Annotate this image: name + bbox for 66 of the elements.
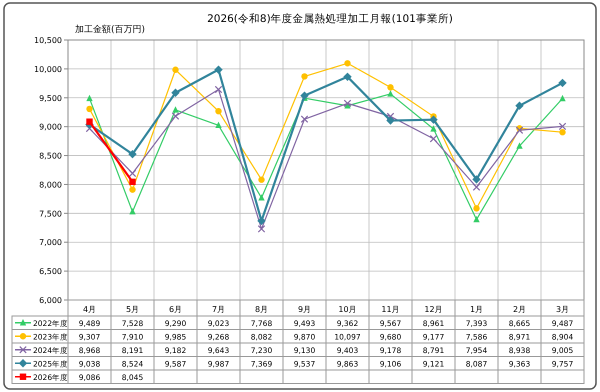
- point: [386, 116, 395, 125]
- chart-title: 2026(令和8)年度金属熱処理加工月報(101事業所): [207, 12, 453, 25]
- point: [215, 108, 222, 114]
- x-tick-label: 1月: [470, 305, 484, 314]
- point: [128, 150, 137, 158]
- point: [300, 115, 308, 123]
- x-tick-label: 9月: [298, 305, 312, 314]
- point: [86, 94, 93, 102]
- y-tick-label: 8,500: [39, 152, 62, 161]
- y-tick-label: 10,500: [34, 36, 62, 45]
- point: [559, 129, 566, 136]
- point: [301, 73, 308, 80]
- point: [430, 125, 437, 132]
- y-tick-label: 9,000: [39, 122, 62, 132]
- point: [558, 122, 566, 130]
- x-tick-label: 11月: [381, 305, 400, 314]
- point: [129, 208, 136, 214]
- point: [257, 216, 266, 226]
- x-tick-label: 8月: [254, 305, 268, 314]
- point: [258, 176, 265, 183]
- point: [171, 88, 180, 97]
- x-tick-label: 2月: [512, 305, 526, 314]
- point: [129, 178, 136, 186]
- point: [429, 115, 438, 124]
- x-tick-label: 12月: [424, 305, 443, 314]
- y-tick-label: 7,000: [39, 238, 62, 248]
- point: [172, 66, 179, 73]
- point: [300, 91, 309, 100]
- point: [387, 90, 394, 97]
- point: [343, 72, 352, 82]
- y-tick-label: 10,000: [34, 64, 62, 74]
- y-tick-label: 8,000: [39, 180, 62, 190]
- y-tick-label: 9,500: [39, 94, 62, 103]
- point: [86, 118, 93, 125]
- point: [128, 170, 136, 178]
- y-tick-label: 6,500: [39, 267, 62, 276]
- point: [472, 183, 480, 191]
- point: [344, 100, 352, 108]
- point: [473, 205, 480, 212]
- point: [214, 65, 223, 74]
- point: [86, 106, 93, 112]
- point: [515, 101, 524, 110]
- x-tick-label: 3月: [556, 305, 570, 314]
- point: [172, 112, 180, 120]
- point: [86, 124, 94, 132]
- y-axis-title: 加工金額(百万円): [75, 24, 146, 35]
- point: [558, 78, 567, 88]
- point: [129, 186, 136, 193]
- point: [387, 84, 394, 91]
- point: [430, 134, 438, 143]
- x-tick-label: 4月: [82, 305, 96, 314]
- point: [344, 60, 351, 66]
- point: [472, 175, 481, 184]
- x-tick-label: 7月: [212, 305, 226, 314]
- y-tick-label: 6,000: [39, 296, 62, 305]
- x-tick-label: 5月: [126, 305, 140, 314]
- point: [386, 112, 394, 120]
- x-tick-label: 6月: [168, 305, 182, 314]
- point: [172, 106, 179, 113]
- y-tick-label: 7,500: [39, 209, 62, 218]
- point: [258, 194, 265, 201]
- x-tick-label: 10月: [338, 305, 357, 314]
- point: [516, 126, 524, 134]
- point: [215, 122, 222, 128]
- point: [214, 86, 222, 94]
- point: [258, 225, 266, 233]
